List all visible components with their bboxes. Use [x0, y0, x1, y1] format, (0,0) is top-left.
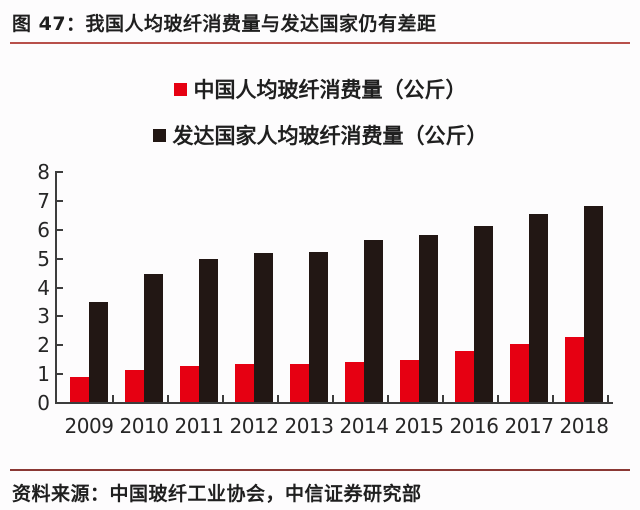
y-axis-tick-label: 7 — [37, 188, 50, 213]
y-axis-tick-label: 4 — [37, 275, 50, 300]
bar-china-2011 — [180, 365, 199, 402]
bar-china-2018 — [565, 337, 584, 402]
bar-developed-2016 — [474, 225, 493, 402]
legend-label-developed: 发达国家人均玻纤消费量（公斤） — [172, 124, 488, 148]
bar-developed-2017 — [529, 214, 548, 402]
x-axis-tick — [222, 395, 224, 402]
y-axis-tick — [57, 286, 63, 289]
x-axis-tick — [497, 395, 499, 402]
x-axis-label-2016: 2016 — [449, 414, 499, 438]
x-axis-tick — [442, 395, 444, 402]
x-axis-tick — [167, 395, 169, 402]
x-axis-label-2017: 2017 — [504, 414, 554, 438]
legend-swatch-china-icon — [173, 82, 187, 96]
x-axis-tick — [332, 395, 334, 402]
bar-china-2013 — [290, 364, 309, 402]
x-axis-tick — [277, 395, 279, 402]
y-axis-tick-label: 5 — [37, 246, 50, 271]
y-axis-tick-label: 1 — [37, 362, 50, 387]
y-axis-tick — [57, 402, 63, 404]
source-divider-rule — [10, 469, 630, 471]
y-axis-tick — [57, 171, 63, 173]
bar-china-2017 — [510, 344, 529, 402]
bar-china-2015 — [400, 360, 419, 402]
bar-developed-2011 — [199, 259, 218, 402]
y-axis-tick — [57, 344, 63, 347]
bar-chart: 0 1 2 3 4 5 6 7 8 2009 2010 2011 2012 2013 2014 2015 201… — [0, 150, 640, 450]
bar-developed-2015 — [419, 234, 438, 402]
x-axis-line — [55, 402, 613, 404]
bar-developed-2012 — [254, 253, 273, 402]
x-axis-tick — [552, 395, 554, 402]
x-axis-tick — [387, 395, 389, 402]
legend-item-developed: 发达国家人均玻纤消费量（公斤） — [152, 120, 488, 150]
y-axis-tick — [57, 315, 63, 318]
x-axis-label-2018: 2018 — [559, 414, 609, 438]
y-axis-tick-label: 6 — [37, 217, 50, 242]
bar-developed-2018 — [584, 205, 603, 402]
bar-developed-2013 — [309, 251, 328, 402]
bar-china-2014 — [345, 361, 364, 402]
legend-label-china: 中国人均玻纤消费量（公斤） — [193, 78, 467, 102]
y-axis-tick-label: 3 — [37, 304, 50, 329]
y-axis-line — [55, 171, 57, 404]
y-axis-tick-label: 2 — [37, 333, 50, 358]
bar-china-2012 — [235, 364, 254, 402]
x-axis-tick — [112, 395, 114, 402]
bar-china-2010 — [125, 370, 144, 402]
bar-developed-2010 — [144, 273, 163, 402]
legend-item-china: 中国人均玻纤消费量（公斤） — [173, 74, 467, 104]
source-text: 资料来源：中国玻纤工业协会，中信证券研究部 — [12, 483, 422, 505]
chart-legend: 中国人均玻纤消费量（公斤） 发达国家人均玻纤消费量（公斤） — [0, 74, 640, 150]
bar-china-2016 — [455, 351, 474, 402]
bar-china-2009 — [70, 377, 89, 402]
y-axis-tick — [57, 373, 63, 376]
x-axis-label-2012: 2012 — [229, 414, 279, 438]
y-axis-tick-label: 0 — [37, 391, 50, 415]
y-axis-tick — [57, 257, 63, 260]
bar-developed-2009 — [89, 302, 108, 402]
title-underline-rule — [10, 42, 630, 44]
x-axis-label-2015: 2015 — [394, 414, 444, 438]
y-axis-tick — [57, 199, 63, 202]
x-axis-label-2014: 2014 — [339, 414, 389, 438]
x-axis-label-2011: 2011 — [174, 414, 224, 438]
x-axis-label-2009: 2009 — [64, 414, 114, 438]
y-axis-tick — [57, 228, 63, 231]
bar-developed-2014 — [364, 240, 383, 402]
y-axis-tick-label: 8 — [37, 160, 50, 184]
figure-title: 图 47：我国人均玻纤消费量与发达国家仍有差距 — [12, 13, 437, 35]
x-axis-tick — [607, 395, 609, 402]
legend-swatch-developed-icon — [152, 128, 166, 142]
x-axis-label-2013: 2013 — [284, 414, 334, 438]
x-axis-label-2010: 2010 — [119, 414, 169, 438]
